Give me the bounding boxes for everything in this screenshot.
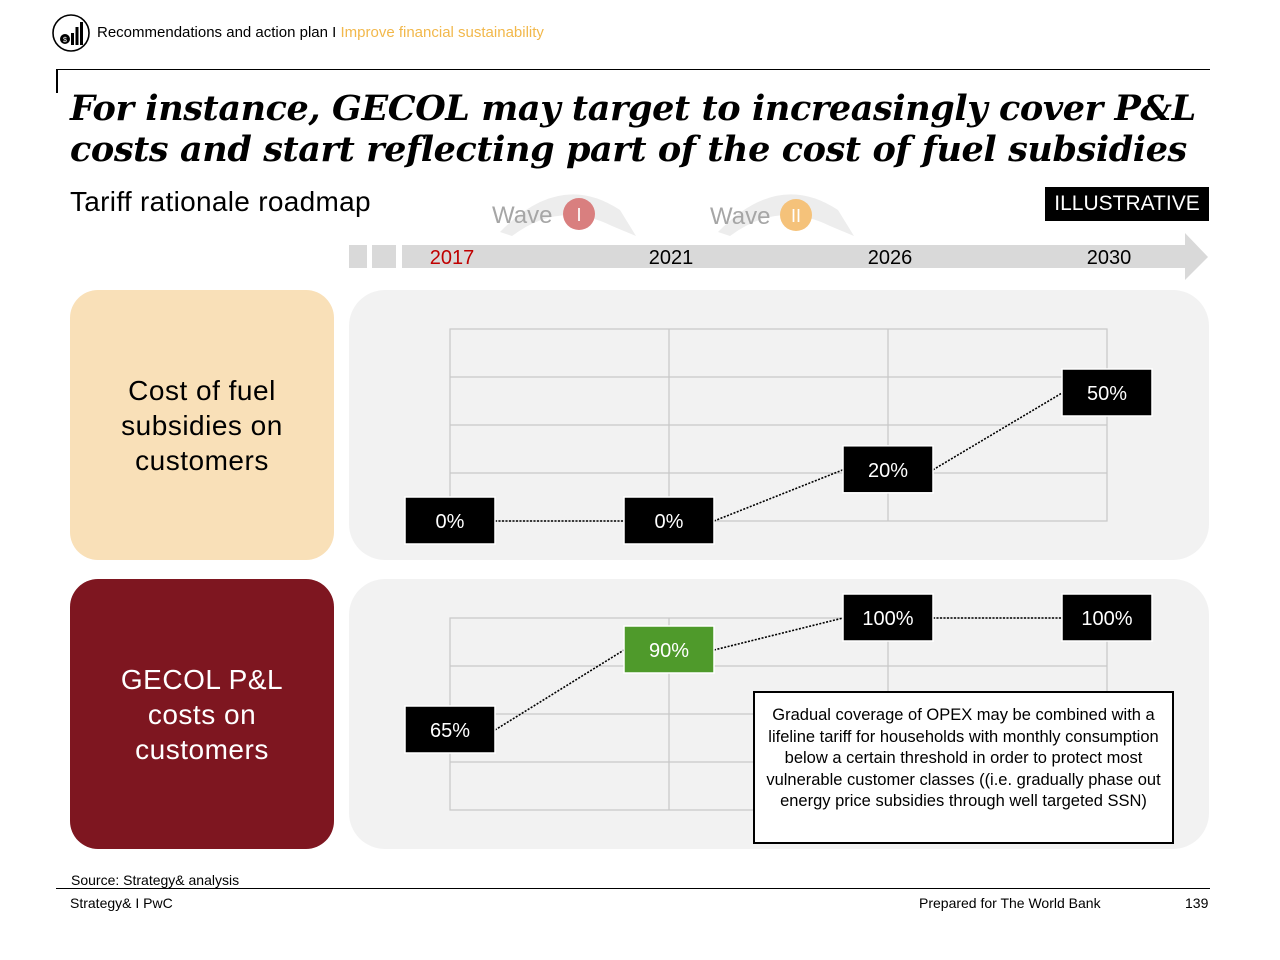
wave-2-label: Wave bbox=[710, 203, 770, 230]
section-subtitle: Tariff rationale roadmap bbox=[70, 186, 371, 217]
page-number: 139 bbox=[1185, 895, 1209, 911]
row-label-fuel-subsidies: Cost of fuel subsidies on customers bbox=[121, 374, 283, 476]
footer-prepared-for: Prepared for The World Bank bbox=[919, 895, 1101, 911]
row-label-card-pl-costs: GECOL P&L costs on customers bbox=[70, 579, 334, 849]
header-rule bbox=[56, 69, 1210, 70]
data-point-box-2021 bbox=[623, 496, 715, 545]
series-line-segment bbox=[713, 617, 844, 651]
data-label-2017: 0% bbox=[436, 511, 465, 533]
header-rule-tick bbox=[56, 69, 58, 93]
chart-1: 0% 0% 20% 50% bbox=[404, 328, 1153, 545]
timeline-year-2021: 2021 bbox=[649, 247, 694, 269]
chart-2: 65% 90% 100% 100% bbox=[404, 593, 1153, 811]
wave-1-badge bbox=[563, 198, 595, 230]
timeline-graphic: Wave I Wave II 2017 2021 2026 2030 bbox=[349, 194, 1208, 280]
data-point-box-2030 bbox=[1061, 593, 1153, 642]
lifeline-tariff-note: Gradual coverage of OPEX may be combined… bbox=[753, 691, 1174, 844]
row-label-pl-costs: GECOL P&L costs on customers bbox=[120, 663, 284, 765]
data-point-box-2030 bbox=[1061, 368, 1153, 417]
data-point-box-2026 bbox=[842, 445, 934, 494]
wave-2-numeral: II bbox=[791, 206, 801, 226]
data-label-2030: 100% bbox=[1081, 608, 1132, 630]
wave-1-numeral: I bbox=[576, 205, 581, 225]
illustrative-badge: ILLUSTRATIVE bbox=[1045, 187, 1209, 221]
data-point-box-2017 bbox=[404, 496, 496, 545]
timeline-year-2030: 2030 bbox=[1087, 247, 1132, 269]
data-label-2017: 65% bbox=[430, 720, 470, 742]
svg-text:$: $ bbox=[63, 37, 67, 44]
data-label-2021: 90% bbox=[649, 640, 689, 662]
data-point-box-2021 bbox=[623, 625, 715, 674]
data-label-2030: 50% bbox=[1087, 383, 1127, 405]
data-label-2026: 100% bbox=[862, 608, 913, 630]
series-line-segment bbox=[932, 392, 1063, 471]
timeline-stub-1 bbox=[349, 245, 367, 268]
data-point-box-2026 bbox=[842, 593, 934, 642]
footer-rule bbox=[56, 888, 1210, 889]
timeline-arrow bbox=[402, 233, 1208, 280]
data-label-2021: 0% bbox=[655, 511, 684, 533]
wave-2-arrow: Wave II bbox=[710, 194, 854, 236]
data-label-2026: 20% bbox=[868, 460, 908, 482]
timeline-year-2026: 2026 bbox=[868, 247, 913, 269]
series-line-segment bbox=[494, 649, 625, 731]
breadcrumb-main: Recommendations and action plan I bbox=[97, 24, 337, 41]
row-label-card-fuel-subsidies: Cost of fuel subsidies on customers bbox=[70, 290, 334, 560]
timeline-year-2017: 2017 bbox=[430, 247, 475, 269]
wave-1-arrow: Wave I bbox=[492, 194, 636, 236]
page-title: For instance, GECOL may target to increa… bbox=[70, 88, 1196, 170]
wave-2-badge bbox=[780, 199, 812, 231]
footer-brand: Strategy& I PwC bbox=[70, 895, 173, 911]
breadcrumb: Recommendations and action plan I Improv… bbox=[97, 24, 544, 41]
source-note: Source: Strategy& analysis bbox=[71, 872, 240, 888]
timeline-stub-2 bbox=[372, 245, 396, 268]
series-line-segment bbox=[713, 469, 844, 522]
wave-1-label: Wave bbox=[492, 202, 552, 229]
money-bag-chart-icon: $ bbox=[52, 14, 90, 52]
data-point-box-2017 bbox=[404, 705, 496, 754]
breadcrumb-highlight: Improve financial sustainability bbox=[340, 24, 544, 41]
